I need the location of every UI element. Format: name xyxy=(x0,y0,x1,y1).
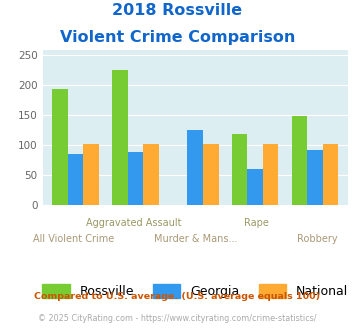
Text: © 2025 CityRating.com - https://www.cityrating.com/crime-statistics/: © 2025 CityRating.com - https://www.city… xyxy=(38,314,317,323)
Text: Murder & Mans...: Murder & Mans... xyxy=(153,234,237,244)
Text: Violent Crime Comparison: Violent Crime Comparison xyxy=(60,30,295,45)
Bar xyxy=(143,144,159,205)
Text: All Violent Crime: All Violent Crime xyxy=(33,234,114,244)
Text: Compared to U.S. average. (U.S. average equals 100): Compared to U.S. average. (U.S. average … xyxy=(34,292,321,301)
Bar xyxy=(307,150,323,205)
Text: 2018 Rossville: 2018 Rossville xyxy=(113,3,242,18)
Bar xyxy=(232,134,247,205)
Bar xyxy=(112,70,127,205)
Bar xyxy=(323,144,338,205)
Bar xyxy=(127,152,143,205)
Bar xyxy=(52,89,68,205)
Bar xyxy=(187,130,203,205)
Legend: Rossville, Georgia, National: Rossville, Georgia, National xyxy=(42,284,348,298)
Bar xyxy=(68,154,83,205)
Bar xyxy=(203,144,219,205)
Bar xyxy=(263,144,278,205)
Text: Aggravated Assault: Aggravated Assault xyxy=(86,218,182,228)
Bar xyxy=(291,116,307,205)
Bar xyxy=(83,144,99,205)
Text: Rape: Rape xyxy=(244,218,269,228)
Bar xyxy=(247,169,263,205)
Text: Robbery: Robbery xyxy=(297,234,338,244)
